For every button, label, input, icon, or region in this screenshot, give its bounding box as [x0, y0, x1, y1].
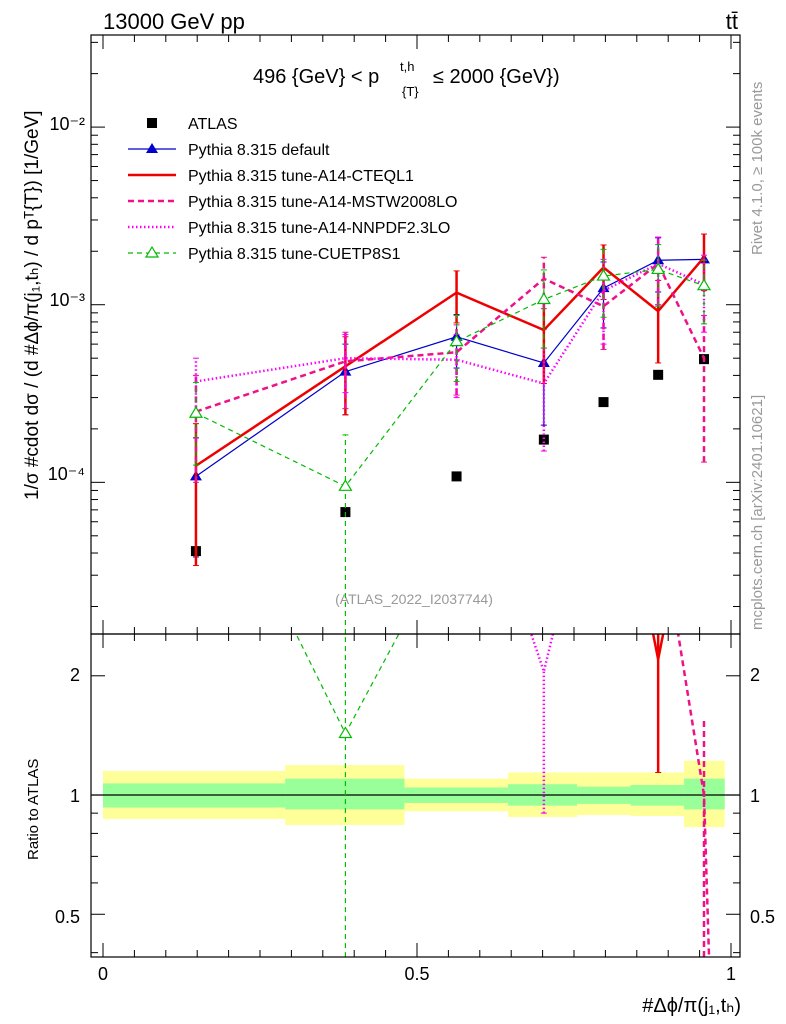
x-axis-title: #Δϕ/π(j₁,tₕ) [642, 995, 741, 1017]
legend-entry-atlas: ATLAS [147, 116, 238, 133]
analysis-watermark: (ATLAS_2022_I2037744) [335, 591, 493, 607]
legend-marker-cuetp8s1 [144, 245, 160, 258]
green_dash-marker-2 [449, 334, 464, 347]
ratio-series-red_solid [651, 634, 665, 773]
ratio-tick-right-0.5: 0.5 [750, 907, 775, 927]
series-magenta_dash [192, 236, 707, 483]
ratio-tick-right-2: 2 [750, 665, 760, 685]
legend-marker-default [146, 143, 158, 153]
legend-marker-atlas [147, 118, 157, 128]
legend: ATLAS Pythia 8.315 default Pythia 8.315 … [128, 116, 457, 263]
ratio-magenta_dot-line-0 [529, 634, 555, 677]
green_dash-marker-1 [338, 479, 353, 491]
legend-entry-nnpdf: Pythia 8.315 tune-A14-NNPDF2.3LO [128, 220, 450, 237]
ratio-green_dash-marker-0 [338, 726, 353, 739]
green_dash-marker-6 [696, 278, 712, 291]
red_solid-line [195, 256, 705, 467]
legend-entry-default: Pythia 8.315 default [128, 142, 330, 159]
magenta_dot-line [195, 262, 705, 385]
atlas-point-5 [653, 369, 664, 380]
x-tick-0: 0 [98, 964, 108, 984]
ratio-series-magenta_dash [676, 634, 711, 957]
range-label: 496 {GeV} < p t,h {T} ≤ 2000 {GeV}) [253, 59, 560, 99]
range-label-tail: ≤ 2000 {GeV}) [433, 66, 560, 88]
ratio-uncertainty-bands [103, 760, 725, 828]
green_dash-marker-3 [536, 292, 551, 305]
ratio-band-inner-1 [285, 778, 405, 810]
range-label-sub: {T} [402, 84, 419, 99]
range-label-sup: t,h [400, 59, 414, 74]
magenta_dash-line [195, 261, 706, 413]
x-tick-0.5: 0.5 [404, 964, 429, 984]
main-plot-area [188, 233, 712, 634]
rivet-label: Rivet 4.1.0, ≥ 100k events [749, 82, 766, 255]
main-y-tick-labels: 10⁻⁴ 10⁻³ 10⁻² [48, 114, 85, 484]
green_dash-marker-5 [651, 262, 666, 275]
legend-label-cuetp8s1: Pythia 8.315 tune-CUETP8S1 [188, 246, 401, 263]
range-label-main: 496 {GeV} < p [253, 66, 379, 88]
legend-label-default: Pythia 8.315 default [188, 142, 330, 159]
ratio-tick-labels: 0.5 1 2 0.5 1 2 [55, 665, 775, 927]
legend-entry-mstw: Pythia 8.315 tune-A14-MSTW2008LO [128, 194, 457, 211]
main-y-axis-title: 1/σ #cdot dσ / (d #Δϕ/π(j₁,tₕ) / d pᵀ{T}… [22, 110, 43, 500]
blue_tri-line [195, 258, 705, 477]
legend-label-cteql1: Pythia 8.315 tune-A14-CTEQL1 [188, 168, 414, 185]
ratio-y-axis-title: Ratio to ATLAS [25, 759, 42, 860]
ratio-series-magenta_dot [529, 634, 555, 814]
energy-label: 13000 GeV pp [103, 9, 245, 34]
series-red_solid [192, 233, 707, 567]
atlas-point-3 [538, 434, 549, 445]
x-tick-1: 1 [726, 964, 736, 984]
atlas-point-2 [451, 471, 462, 482]
y-tick-1e-2: 10⁻² [49, 114, 85, 134]
axis-ticks [91, 35, 740, 957]
atlas-point-4 [598, 397, 609, 408]
process-label: tt̄ [726, 9, 738, 34]
ratio-green_dash-line-0 [295, 634, 400, 735]
ratio-tick-left-1: 1 [70, 786, 80, 806]
green_dash-marker-4 [596, 268, 611, 281]
green_dash-line [195, 268, 705, 488]
ratio-magenta_dash-line-0 [676, 634, 711, 957]
ratio-plot-area [295, 634, 711, 957]
series-data [190, 354, 709, 557]
mcplots-label: mcplots.cern.ch [arXiv:2401.10621] [749, 395, 766, 630]
series-magenta_dot [192, 236, 707, 452]
legend-entry-cteql1: Pythia 8.315 tune-A14-CTEQL1 [128, 168, 414, 185]
y-tick-1e-4: 10⁻⁴ [48, 464, 85, 484]
legend-entry-cuetp8s1: Pythia 8.315 tune-CUETP8S1 [128, 245, 401, 263]
legend-label-nnpdf: Pythia 8.315 tune-A14-NNPDF2.3LO [188, 220, 450, 237]
series-green_dash [188, 244, 712, 634]
ratio-series-green_dash [295, 634, 400, 957]
green_dash-marker-0 [188, 406, 204, 418]
x-tick-labels: 0 0.5 1 [98, 964, 736, 984]
legend-label-mstw: Pythia 8.315 tune-A14-MSTW2008LO [188, 194, 457, 211]
legend-label-atlas: ATLAS [188, 116, 238, 133]
ratio-tick-left-2: 2 [70, 665, 80, 685]
ratio-tick-right-1: 1 [750, 786, 760, 806]
ratio-tick-left-0.5: 0.5 [55, 907, 80, 927]
y-tick-1e-3: 10⁻³ [49, 290, 85, 310]
